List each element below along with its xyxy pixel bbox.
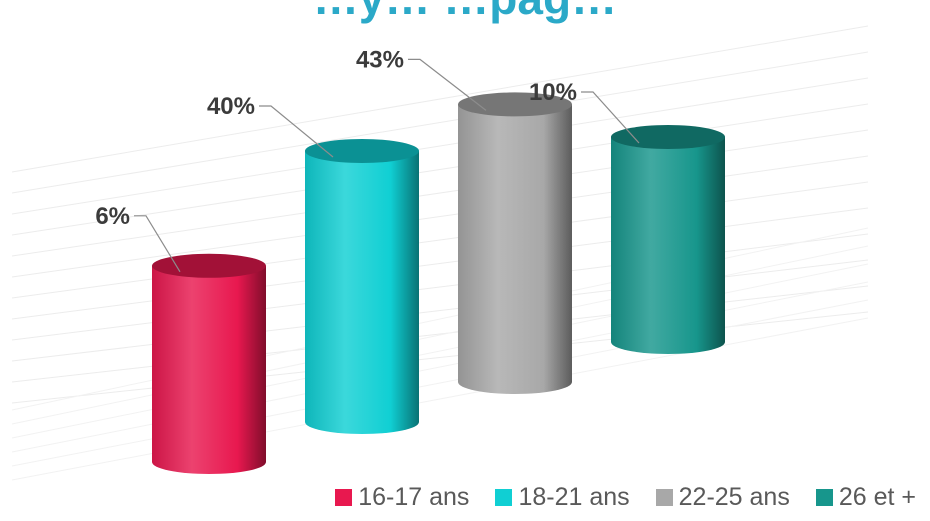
legend: 16-17 ans 18-21 ans 22-25 ans 26 et +: [335, 477, 916, 517]
cylinder-top: [458, 92, 572, 117]
cylinder-bar-0: [152, 253, 266, 474]
cylinder-top: [152, 253, 266, 278]
data-label: 40%: [207, 93, 255, 120]
chart-title: …y… …pag…: [313, 0, 617, 24]
legend-item-22-25: 22-25 ans: [655, 482, 790, 512]
data-labels: 6% 40% 43% 10%: [95, 46, 640, 273]
leader-line: [581, 91, 640, 144]
leader-line: [259, 105, 334, 158]
legend-label: 22-25 ans: [678, 482, 790, 511]
bar-series: [152, 92, 725, 474]
cylinder-body: [458, 104, 572, 395]
cylinder-body: [152, 265, 266, 474]
legend-swatch: [495, 488, 513, 506]
data-label: 6%: [95, 203, 130, 230]
cylinder-top: [305, 139, 419, 163]
legend-label: 16-17 ans: [358, 482, 470, 511]
leader-line: [408, 58, 487, 111]
cylinder-bar-1: [305, 139, 419, 434]
cylinder-body: [305, 151, 419, 434]
leader-line: [134, 215, 181, 273]
data-label: 43%: [356, 46, 404, 73]
legend-swatch: [815, 488, 833, 506]
legend-label: 26 et +: [838, 482, 916, 511]
data-label: 10%: [529, 79, 577, 106]
legend-item-26-plus: 26 et +: [815, 482, 916, 512]
cylinder-bar-2: [458, 92, 572, 395]
gridlines: [11, 25, 869, 481]
legend-label: 18-21 ans: [518, 482, 630, 511]
legend-item-16-17: 16-17 ans: [335, 483, 469, 512]
legend-swatch: [335, 488, 353, 506]
legend-item-18-21: 18-21 ans: [495, 482, 630, 512]
cylinder-top: [611, 125, 725, 149]
legend-swatch: [655, 488, 673, 506]
cylinder-body: [611, 137, 725, 354]
cylinder-bar-3: [611, 125, 725, 354]
